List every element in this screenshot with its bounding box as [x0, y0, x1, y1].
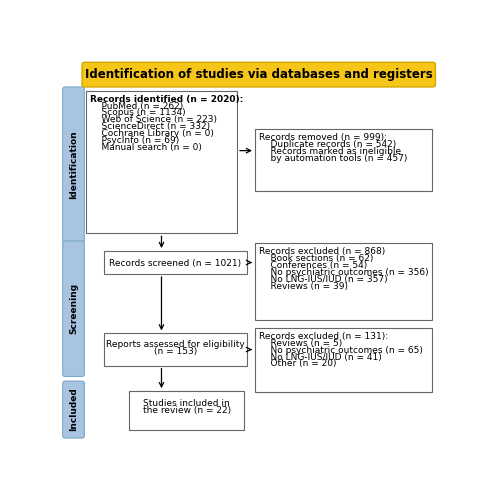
- Text: Identification: Identification: [69, 130, 78, 199]
- FancyBboxPatch shape: [82, 62, 434, 87]
- Text: ScienceDirect (n = 332): ScienceDirect (n = 332): [90, 122, 209, 132]
- Text: No LNG-IUS/IUD (n = 41): No LNG-IUS/IUD (n = 41): [258, 352, 381, 362]
- Text: Book sections (n = 62): Book sections (n = 62): [258, 254, 372, 263]
- Text: Included: Included: [69, 388, 78, 432]
- Text: No psychiatric outcomes (n = 356): No psychiatric outcomes (n = 356): [258, 268, 427, 277]
- Text: Web of Science (n = 223): Web of Science (n = 223): [90, 116, 216, 124]
- Text: the review (n = 22): the review (n = 22): [142, 406, 230, 414]
- Text: Identification of studies via databases and registers: Identification of studies via databases …: [85, 68, 432, 81]
- Text: (n = 153): (n = 153): [154, 347, 197, 356]
- Text: Records screened (n = 1021): Records screened (n = 1021): [109, 258, 241, 268]
- Text: Studies included in: Studies included in: [143, 399, 229, 408]
- Text: Manual search (n = 0): Manual search (n = 0): [90, 143, 201, 152]
- Text: Duplicate records (n = 542): Duplicate records (n = 542): [258, 140, 395, 149]
- Bar: [86, 91, 237, 233]
- Bar: [254, 130, 431, 191]
- Text: Reports assessed for eligibility: Reports assessed for eligibility: [106, 340, 244, 349]
- Text: Records excluded (n = 131):: Records excluded (n = 131):: [258, 332, 387, 341]
- Bar: [129, 391, 244, 430]
- Text: Records identified (n = 2020):: Records identified (n = 2020):: [90, 94, 243, 104]
- Bar: [254, 244, 431, 320]
- Text: by automation tools (n = 457): by automation tools (n = 457): [258, 154, 407, 163]
- Bar: [103, 334, 246, 366]
- Text: Scopus (n = 1134): Scopus (n = 1134): [90, 108, 185, 118]
- FancyBboxPatch shape: [62, 241, 84, 376]
- Text: Conferences (n = 54): Conferences (n = 54): [258, 261, 366, 270]
- Text: No psychiatric outcomes (n = 65): No psychiatric outcomes (n = 65): [258, 346, 422, 354]
- Text: Other (n = 20): Other (n = 20): [258, 360, 336, 368]
- FancyBboxPatch shape: [62, 87, 84, 242]
- Text: PubMed (n = 262): PubMed (n = 262): [90, 102, 183, 110]
- Text: Records excluded (n = 868): Records excluded (n = 868): [258, 247, 384, 256]
- FancyBboxPatch shape: [62, 381, 84, 438]
- Text: No LNG-IUS/IUD (n = 357): No LNG-IUS/IUD (n = 357): [258, 274, 386, 283]
- Bar: [254, 328, 431, 392]
- Text: Cochrane Library (n = 0): Cochrane Library (n = 0): [90, 129, 213, 138]
- Text: Records removed (n = 999):: Records removed (n = 999):: [258, 133, 386, 142]
- Text: PsycInfo (n = 69): PsycInfo (n = 69): [90, 136, 179, 145]
- Text: Reviews (n = 5): Reviews (n = 5): [258, 338, 341, 347]
- Bar: [103, 251, 246, 274]
- Text: Screening: Screening: [69, 283, 78, 335]
- Text: Records marked as ineligible: Records marked as ineligible: [258, 147, 400, 156]
- Text: Reviews (n = 39): Reviews (n = 39): [258, 282, 347, 290]
